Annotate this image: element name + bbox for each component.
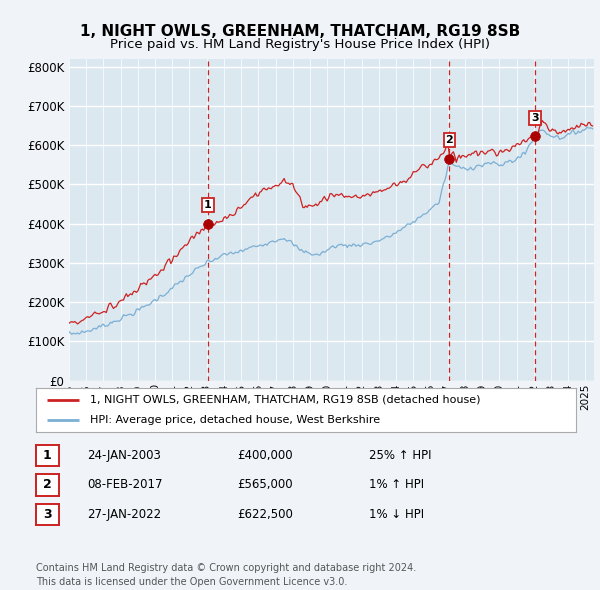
Text: 1: 1 <box>43 449 52 462</box>
Text: 1, NIGHT OWLS, GREENHAM, THATCHAM, RG19 8SB (detached house): 1, NIGHT OWLS, GREENHAM, THATCHAM, RG19 … <box>90 395 481 405</box>
Text: £400,000: £400,000 <box>237 449 293 462</box>
Text: 2: 2 <box>43 478 52 491</box>
Text: 1% ↑ HPI: 1% ↑ HPI <box>369 478 424 491</box>
Text: 2: 2 <box>446 135 453 145</box>
Text: Contains HM Land Registry data © Crown copyright and database right 2024.
This d: Contains HM Land Registry data © Crown c… <box>36 563 416 587</box>
Text: 1% ↓ HPI: 1% ↓ HPI <box>369 508 424 521</box>
Text: Price paid vs. HM Land Registry's House Price Index (HPI): Price paid vs. HM Land Registry's House … <box>110 38 490 51</box>
Text: 25% ↑ HPI: 25% ↑ HPI <box>369 449 431 462</box>
Text: 24-JAN-2003: 24-JAN-2003 <box>87 449 161 462</box>
Text: 3: 3 <box>43 508 52 521</box>
Text: HPI: Average price, detached house, West Berkshire: HPI: Average price, detached house, West… <box>90 415 380 425</box>
Text: 1, NIGHT OWLS, GREENHAM, THATCHAM, RG19 8SB: 1, NIGHT OWLS, GREENHAM, THATCHAM, RG19 … <box>80 24 520 38</box>
Text: 3: 3 <box>531 113 539 123</box>
Text: 08-FEB-2017: 08-FEB-2017 <box>87 478 163 491</box>
Text: 27-JAN-2022: 27-JAN-2022 <box>87 508 161 521</box>
Text: 1: 1 <box>204 200 212 210</box>
Text: £622,500: £622,500 <box>237 508 293 521</box>
Text: £565,000: £565,000 <box>237 478 293 491</box>
